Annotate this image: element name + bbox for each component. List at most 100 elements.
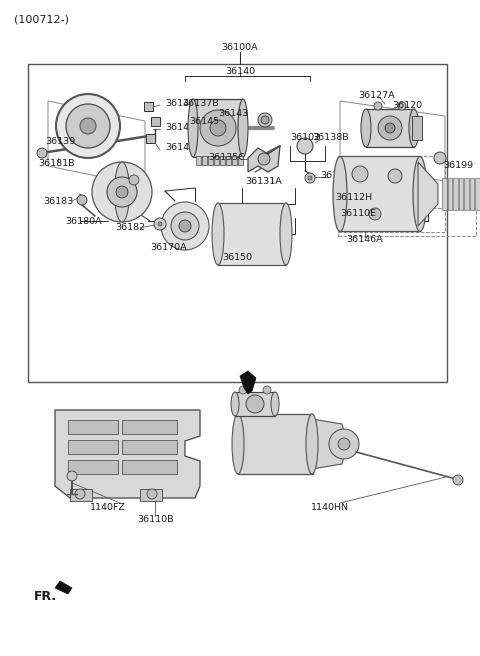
Bar	[122, 460, 177, 474]
Text: 36146A: 36146A	[347, 236, 384, 245]
Text: 36145: 36145	[189, 117, 219, 127]
Ellipse shape	[333, 157, 347, 232]
Circle shape	[352, 166, 368, 182]
Circle shape	[161, 202, 209, 250]
Text: 36170A: 36170A	[150, 243, 187, 253]
Bar	[469, 178, 474, 210]
Bar	[196, 156, 201, 165]
Ellipse shape	[261, 116, 269, 124]
Circle shape	[66, 104, 110, 148]
Text: 36131A: 36131A	[245, 176, 282, 186]
Text: 36180A: 36180A	[65, 216, 102, 226]
Circle shape	[158, 222, 162, 226]
Text: 36137A: 36137A	[320, 171, 357, 180]
Bar	[235, 392, 275, 416]
Bar	[68, 460, 118, 474]
Ellipse shape	[413, 157, 427, 232]
Circle shape	[258, 153, 270, 165]
Text: 36181B: 36181B	[38, 159, 74, 169]
Circle shape	[37, 148, 47, 158]
Text: 36143: 36143	[218, 110, 248, 119]
Bar	[208, 156, 213, 165]
Bar	[366, 109, 414, 147]
Text: 36199: 36199	[443, 161, 473, 171]
Text: 36141K: 36141K	[165, 123, 201, 131]
Text: 36100A: 36100A	[222, 43, 258, 52]
Text: 36137B: 36137B	[182, 98, 218, 108]
Text: 36110B: 36110B	[137, 516, 173, 525]
Text: 36183: 36183	[43, 197, 73, 205]
Circle shape	[171, 212, 199, 240]
Polygon shape	[248, 146, 280, 172]
Circle shape	[329, 429, 359, 459]
Circle shape	[434, 152, 446, 164]
Text: 36120: 36120	[392, 100, 422, 110]
Ellipse shape	[238, 99, 248, 157]
Bar	[338, 156, 445, 232]
Bar	[340, 156, 420, 231]
Circle shape	[129, 175, 139, 185]
Text: 36182: 36182	[115, 224, 145, 232]
Bar	[68, 440, 118, 454]
Bar	[453, 178, 457, 210]
Circle shape	[56, 94, 120, 158]
Bar	[146, 134, 155, 143]
Bar	[140, 489, 162, 501]
Bar	[214, 156, 219, 165]
Text: 36110E: 36110E	[340, 209, 376, 218]
Circle shape	[210, 120, 226, 136]
Text: 1140FZ: 1140FZ	[90, 504, 126, 512]
Circle shape	[378, 116, 402, 140]
Text: 36140: 36140	[225, 66, 255, 75]
Bar	[464, 178, 468, 210]
Ellipse shape	[232, 414, 244, 474]
Bar	[218, 203, 286, 265]
Polygon shape	[55, 581, 72, 594]
Bar	[226, 156, 231, 165]
Circle shape	[154, 218, 166, 230]
Ellipse shape	[361, 109, 371, 147]
Ellipse shape	[212, 203, 224, 265]
Text: 36139: 36139	[45, 136, 75, 146]
Ellipse shape	[280, 203, 292, 265]
Text: 36138B: 36138B	[312, 134, 348, 142]
Circle shape	[200, 110, 236, 146]
Text: 36102: 36102	[290, 134, 320, 142]
Circle shape	[179, 220, 191, 232]
Circle shape	[80, 118, 96, 134]
Polygon shape	[312, 419, 347, 469]
Bar	[475, 178, 480, 210]
Ellipse shape	[258, 113, 272, 127]
Bar	[122, 420, 177, 434]
Bar	[28, 64, 447, 382]
Bar	[238, 156, 243, 165]
Circle shape	[338, 438, 350, 450]
Bar	[193, 99, 243, 157]
Circle shape	[116, 186, 128, 198]
Circle shape	[107, 177, 137, 207]
Circle shape	[308, 176, 312, 180]
Circle shape	[263, 386, 271, 394]
Bar	[202, 156, 207, 165]
Ellipse shape	[306, 414, 318, 474]
Circle shape	[385, 123, 395, 133]
Circle shape	[67, 471, 77, 481]
Bar	[68, 420, 118, 434]
Bar	[412, 116, 422, 140]
Bar	[232, 156, 237, 165]
Polygon shape	[55, 410, 200, 498]
Circle shape	[147, 489, 157, 499]
Circle shape	[77, 195, 87, 205]
Bar	[144, 102, 153, 111]
Circle shape	[374, 102, 382, 110]
Text: 36141K: 36141K	[165, 144, 201, 152]
Bar	[338, 208, 476, 236]
Bar	[458, 178, 463, 210]
Text: 1140HN: 1140HN	[311, 504, 349, 512]
Ellipse shape	[231, 392, 239, 416]
Text: 36135C: 36135C	[208, 154, 245, 163]
Circle shape	[388, 169, 402, 183]
Bar	[122, 440, 177, 454]
Text: 36112H: 36112H	[335, 194, 372, 203]
Bar	[442, 178, 446, 210]
